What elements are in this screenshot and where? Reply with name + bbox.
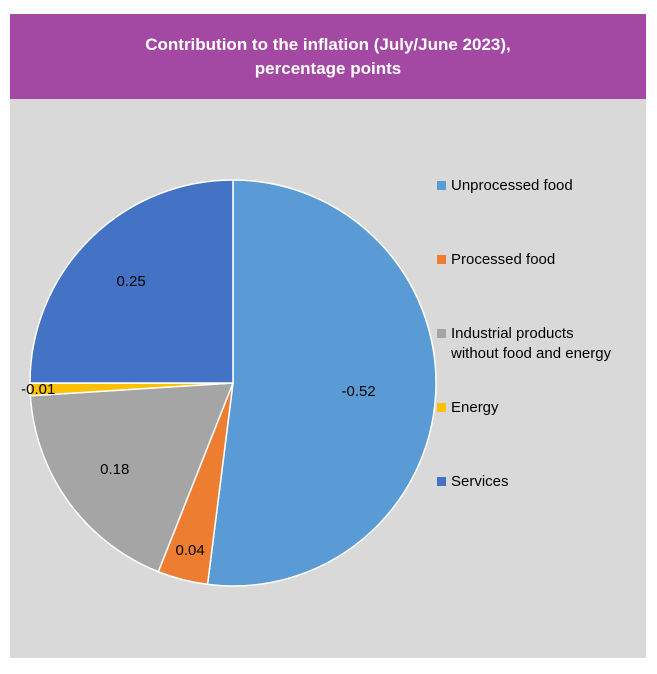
legend-item-services: Services [437,472,509,492]
legend-swatch-processed-food [437,255,446,264]
chart-title-band: Contribution to the inflation (July/June… [10,14,646,99]
legend-swatch-industrial-products [437,329,446,338]
data-label-energy: -0.01 [21,381,55,398]
legend-label-services: Services [451,473,509,490]
data-label-processed-food: 0.04 [175,542,204,559]
chart-title-line-2: percentage points [254,58,402,78]
legend-label-energy: Energy [451,399,499,416]
legend-swatch-services [437,477,446,486]
pie-slice-services [29,179,234,384]
legend-swatch-energy [437,403,446,412]
legend-item-energy: Energy [437,398,499,418]
pie-data-labels: -0.52 0.04 0.18 -0.01 0.25 [21,273,376,559]
legend-label-industrial-products: Industrial products without food and ene… [451,325,612,362]
data-label-industrial-products-without-food-and-energy: 0.18 [100,461,129,478]
legend-item-industrial-products: Industrial products without food and ene… [437,324,611,364]
legend-label-unprocessed-food: Unprocessed food [451,177,573,194]
data-label-unprocessed-food: -0.52 [342,383,376,400]
legend-label-processed-food: Processed food [451,251,556,268]
legend-item-unprocessed-food: Unprocessed food [437,176,573,196]
chart-title-line-1: Contribution to the inflation (July/June… [145,34,511,54]
pie-slice-industrial-products-without-food-and-energy [29,382,235,573]
pie-slice-unprocessed-food [206,179,437,587]
data-label-services: 0.25 [116,273,145,290]
legend-item-processed-food: Processed food [437,250,555,270]
pie-slices [29,179,437,587]
legend-swatch-unprocessed-food [437,181,446,190]
